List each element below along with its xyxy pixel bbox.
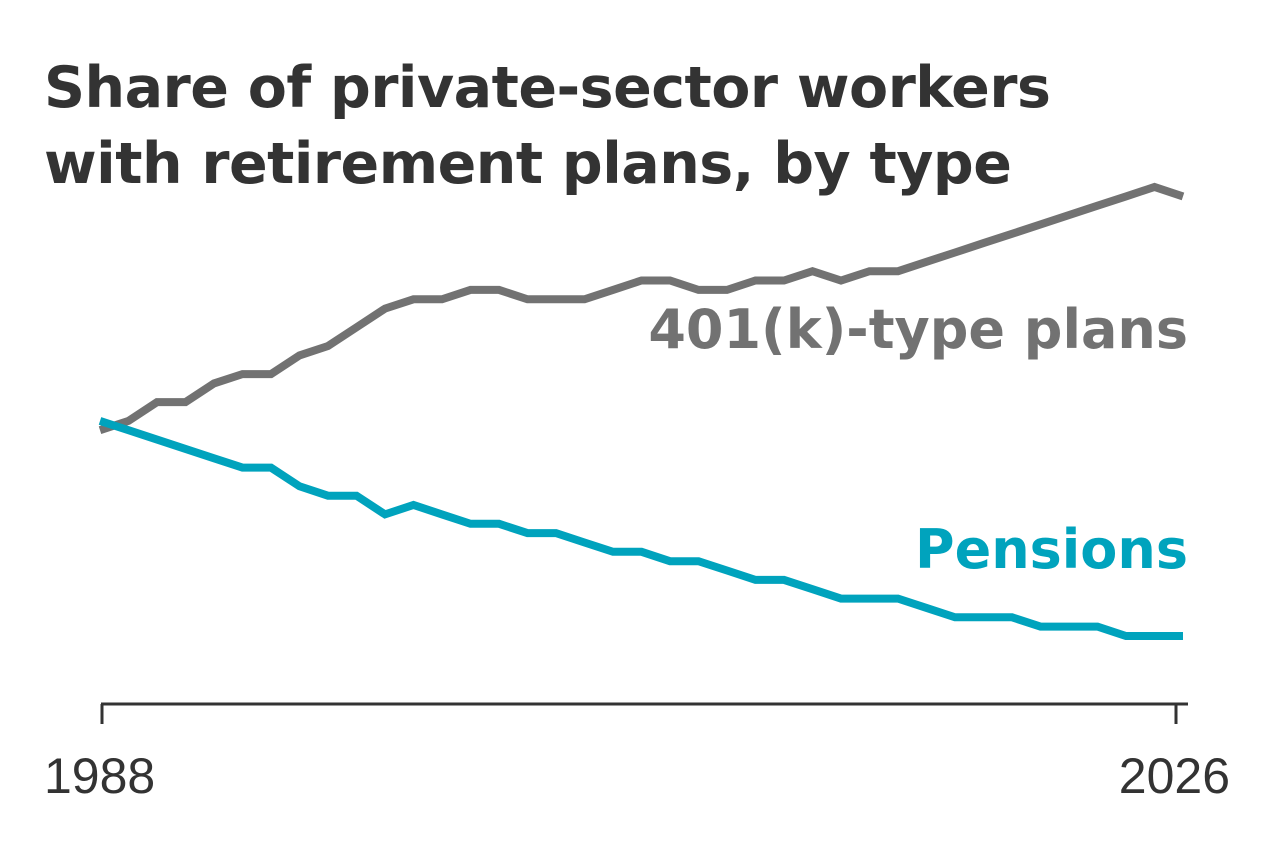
- chart-title: Share of private-sector workers with ret…: [44, 55, 1051, 197]
- series-label-401k: 401(k)-type plans: [648, 298, 1188, 361]
- x-tick-label-1988: 1988: [44, 748, 155, 804]
- series-label-pensions: Pensions: [915, 518, 1188, 581]
- series-layer: [98, 182, 1185, 640]
- x-tick-label-2026: 2026: [1119, 748, 1230, 804]
- series-line-401k: [98, 182, 1185, 435]
- series-line-pensions: [98, 417, 1183, 640]
